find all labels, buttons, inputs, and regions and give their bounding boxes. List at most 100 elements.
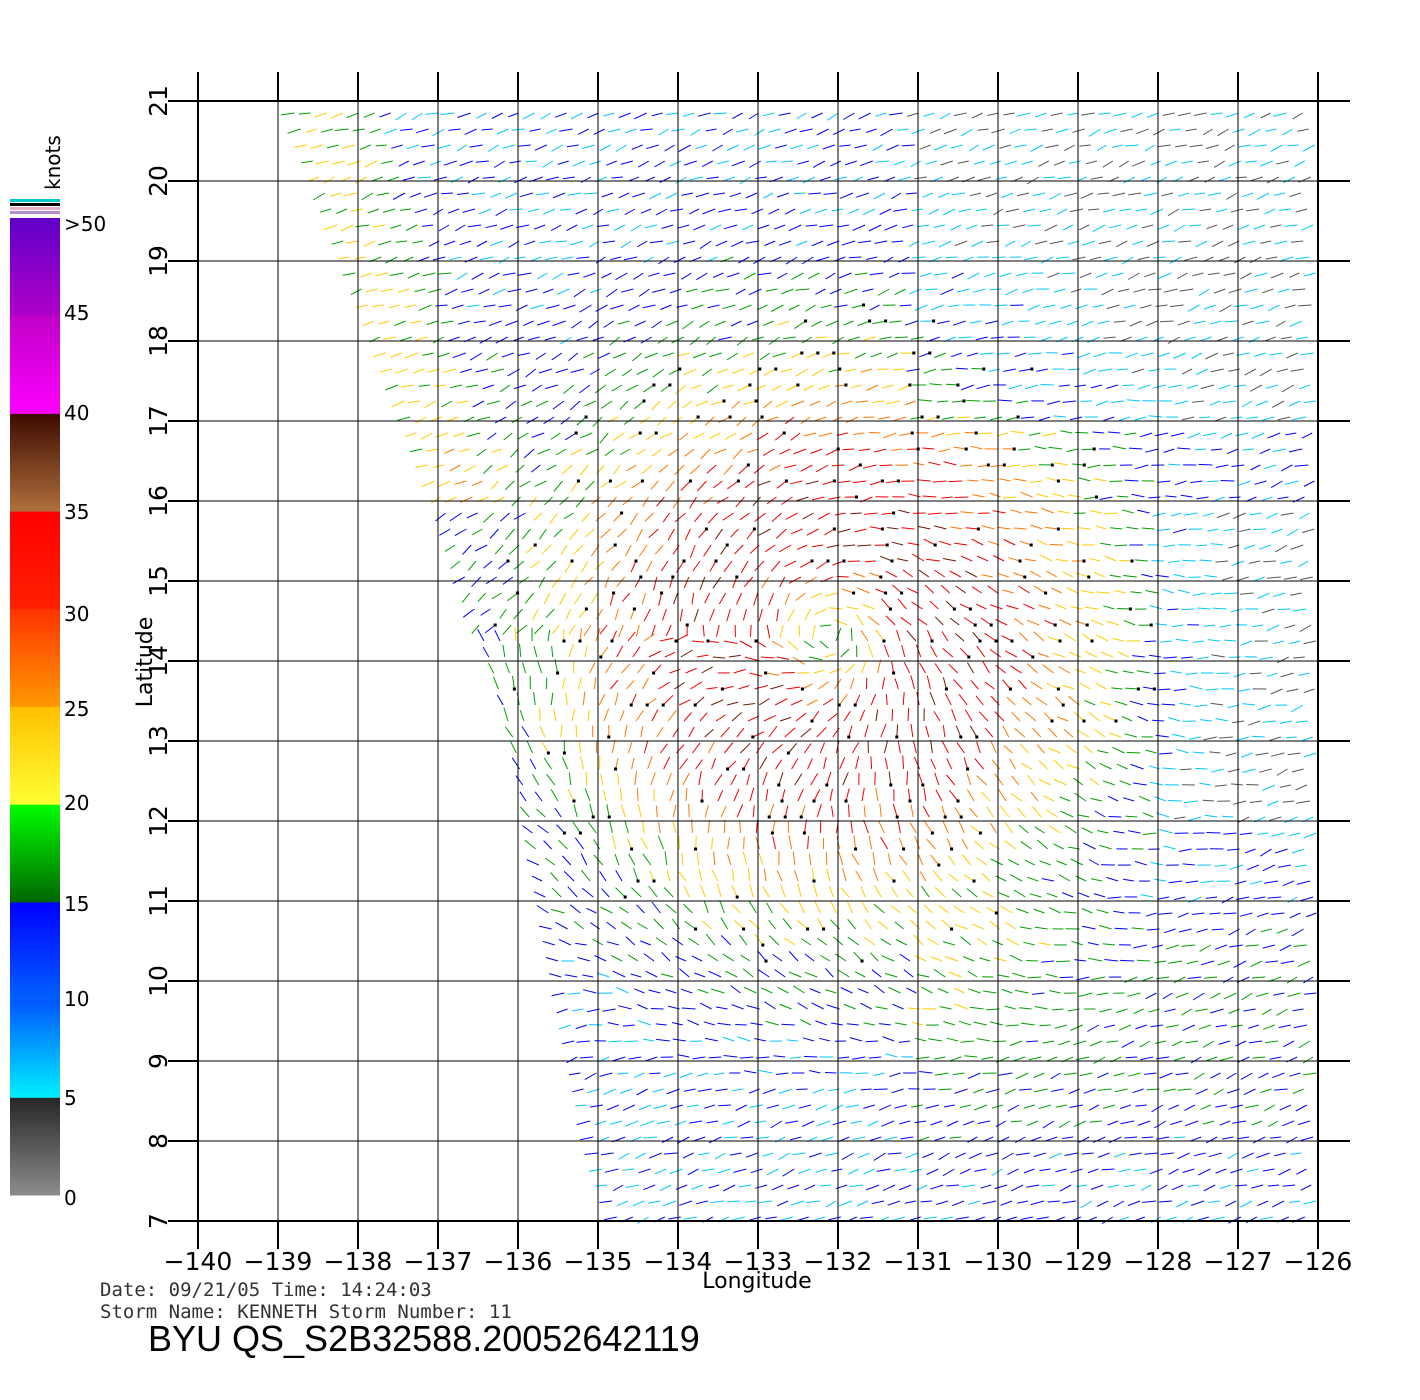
wind-vector — [1176, 748, 1189, 754]
wind-vector — [395, 112, 407, 121]
wind-vector — [906, 771, 909, 786]
wind-vector — [792, 1152, 806, 1156]
wind-vector — [1048, 1152, 1062, 1159]
wind-vector — [614, 480, 627, 489]
wind-vector — [955, 1216, 969, 1220]
wind-vector — [523, 448, 535, 459]
wind-vector — [913, 462, 925, 466]
wind-vector — [1257, 704, 1272, 711]
wind-vector — [573, 544, 584, 555]
wind-vector — [678, 144, 691, 153]
wind-vector — [1188, 896, 1202, 903]
wind-vector — [1246, 1168, 1259, 1173]
wind-vector — [1275, 544, 1288, 553]
wind-vector — [1092, 431, 1105, 434]
wind-vector — [1030, 524, 1043, 530]
wind-vector — [579, 1056, 594, 1059]
wind-vector — [1158, 912, 1173, 915]
wind-vector — [521, 726, 530, 738]
wind-vector — [704, 592, 711, 604]
wind-vector — [809, 988, 821, 994]
wind-vector — [344, 192, 358, 197]
wind-vector — [1016, 272, 1028, 277]
wind-vector — [951, 888, 962, 898]
wind-vector — [1131, 368, 1144, 374]
wind-vector — [994, 773, 1004, 786]
wind-vector — [982, 661, 991, 674]
wind-vector — [1157, 480, 1171, 483]
rain-flag — [693, 703, 697, 707]
rain-flag — [956, 383, 960, 387]
wind-vector — [664, 651, 676, 658]
wind-vector — [568, 643, 574, 658]
wind-vector — [560, 724, 563, 738]
colorbar-cap-strip — [10, 207, 60, 210]
wind-vector — [1197, 1168, 1211, 1176]
wind-vector — [865, 256, 878, 260]
wind-vector — [1014, 617, 1024, 626]
wind-vector — [1058, 1040, 1071, 1046]
rain-flag — [1012, 447, 1016, 451]
wind-vector — [1048, 824, 1061, 834]
wind-vector — [1013, 889, 1026, 898]
wind-vector — [1299, 896, 1314, 902]
wind-vector — [1084, 606, 1099, 610]
wind-vector — [959, 1168, 971, 1175]
wind-vector — [763, 448, 775, 457]
wind-vector — [837, 969, 850, 978]
wind-vector — [1262, 720, 1277, 723]
wind-vector — [1075, 620, 1088, 626]
wind-vector — [774, 698, 788, 706]
wind-vector — [550, 224, 562, 232]
wind-vector — [808, 853, 812, 866]
wind-vector — [707, 512, 718, 524]
wind-vector — [1177, 192, 1190, 197]
wind-vector — [1269, 352, 1282, 356]
wind-vector — [992, 256, 1006, 259]
x-tick-label: −140 — [164, 1247, 233, 1276]
wind-vector — [856, 192, 870, 198]
wind-vector — [902, 569, 914, 578]
wind-vector — [1266, 512, 1278, 519]
wind-vector — [1090, 176, 1103, 180]
wind-vector — [711, 699, 724, 706]
wind-vector — [1249, 512, 1262, 516]
wind-vector — [502, 144, 515, 149]
wind-vector — [505, 528, 515, 541]
wind-vector — [582, 224, 594, 230]
wind-vector — [1070, 288, 1082, 293]
wind-vector — [400, 384, 414, 388]
rain-flag — [584, 415, 588, 419]
wind-vector — [881, 955, 895, 962]
wind-vector — [1207, 192, 1222, 196]
wind-vector — [954, 496, 969, 498]
wind-vector — [961, 854, 972, 866]
wind-vector — [1205, 688, 1219, 691]
wind-vector — [600, 528, 611, 539]
rain-flag — [880, 479, 884, 483]
wind-vector — [844, 288, 858, 295]
wind-vector — [910, 723, 914, 738]
wind-vector — [779, 716, 792, 722]
wind-vector — [1110, 527, 1123, 530]
wind-vector — [1168, 560, 1181, 563]
wind-vector — [805, 480, 819, 485]
wind-vector — [1287, 896, 1298, 904]
wind-vector — [977, 128, 989, 131]
wind-vector — [1069, 208, 1084, 213]
wind-vector — [1208, 1152, 1222, 1158]
wind-vector — [1030, 144, 1043, 153]
wind-vector — [1058, 874, 1071, 882]
wind-vector — [970, 825, 981, 834]
wind-vector — [1049, 240, 1064, 245]
wind-vector — [573, 288, 586, 298]
wind-vector — [813, 789, 821, 802]
wind-vector — [1184, 1120, 1199, 1127]
wind-vector — [754, 128, 765, 136]
wind-vector — [814, 608, 827, 616]
wind-vector — [1084, 650, 1098, 658]
wind-vector — [731, 884, 738, 898]
wind-vector — [1098, 240, 1112, 245]
wind-vector — [829, 788, 833, 802]
wind-vector — [985, 320, 998, 325]
